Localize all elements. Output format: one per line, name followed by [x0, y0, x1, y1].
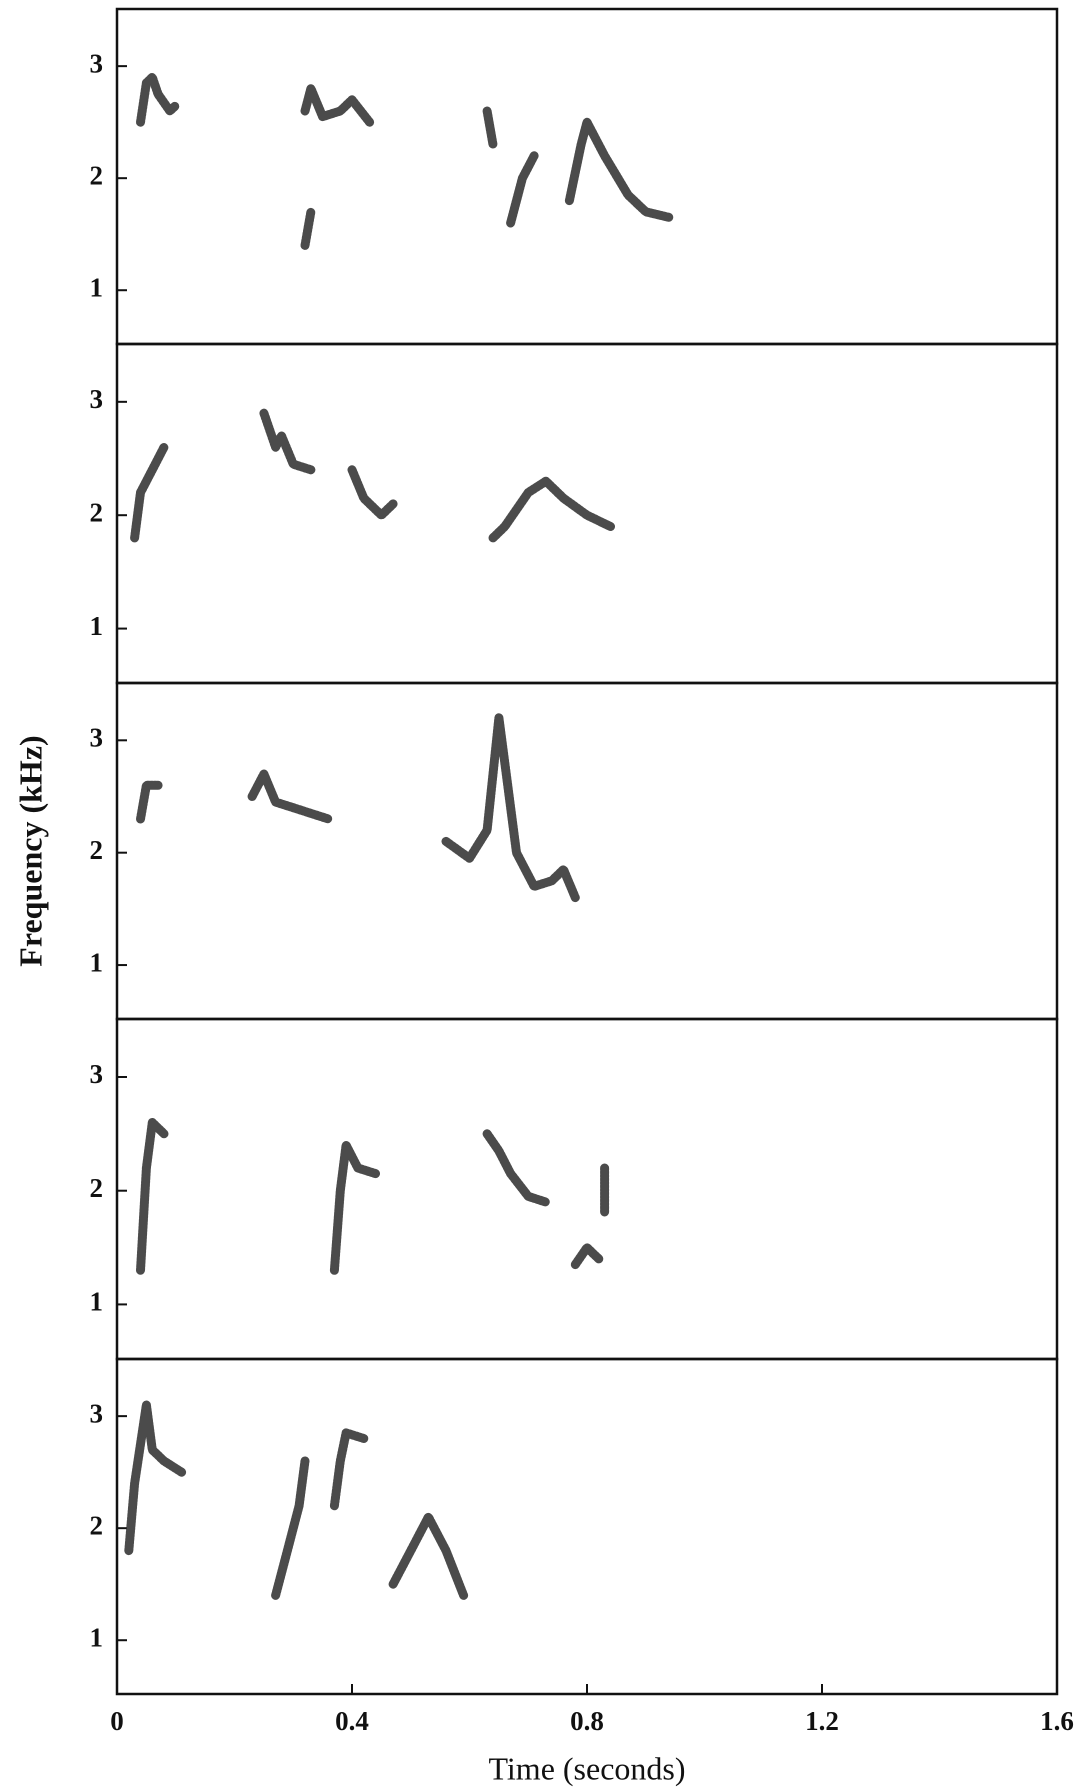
spectrogram-trace — [347, 465, 398, 520]
spectrogram-trace — [247, 769, 333, 824]
spectrogram-trace — [329, 1140, 380, 1275]
spectrogram-trace — [130, 442, 169, 543]
spectrogram-trace — [441, 713, 580, 903]
spectrogram-trace — [136, 72, 181, 127]
x-tick-label: 0.8 — [570, 1706, 604, 1736]
spectrogram-trace — [300, 84, 375, 127]
y-tick-label: 2 — [90, 835, 104, 865]
x-tick-label: 0.4 — [335, 1706, 369, 1736]
spectrogram-trace — [482, 106, 498, 150]
x-tick-label: 0 — [110, 1706, 124, 1736]
spectrogram-trace — [570, 1243, 604, 1270]
panel-frame — [115, 7, 1059, 346]
spectrogram-trace — [388, 1512, 469, 1600]
spectrogram-trace — [136, 1118, 169, 1275]
x-tick-label: 1.6 — [1040, 1706, 1074, 1736]
y-tick-label: 2 — [90, 1510, 104, 1540]
spectrogram-trace — [564, 117, 674, 222]
spectrogram-trace — [329, 1428, 369, 1511]
spectrogram-trace — [271, 1456, 310, 1600]
y-tick-label: 3 — [90, 48, 104, 78]
x-axis-label: Time (seconds) — [488, 1750, 685, 1786]
y-tick-label: 2 — [90, 160, 104, 190]
spectrogram-trace — [259, 408, 316, 475]
y-tick-label: 3 — [90, 1398, 104, 1428]
spectrogram-trace — [488, 476, 615, 543]
spectrogram-trace — [300, 207, 316, 250]
y-tick-label: 1 — [90, 947, 104, 977]
y-tick-label: 1 — [90, 272, 104, 302]
x-tick-label: 1.2 — [805, 1706, 839, 1736]
panel-frame — [115, 1017, 1059, 1361]
y-tick-label: 3 — [90, 384, 104, 414]
spectrogram-trace — [136, 780, 163, 824]
panel-frame — [115, 681, 1059, 1021]
y-tick-label: 1 — [90, 1622, 104, 1652]
y-tick-label: 2 — [90, 1173, 104, 1203]
spectrogram-trace — [482, 1129, 551, 1207]
spectrogram-trace — [124, 1400, 187, 1556]
spectrogram-trace — [506, 151, 539, 228]
y-tick-label: 3 — [90, 723, 104, 753]
y-tick-label: 2 — [90, 497, 104, 527]
y-tick-label: 1 — [90, 1287, 104, 1317]
y-tick-label: 1 — [90, 611, 104, 641]
panel-frame — [115, 1357, 1059, 1696]
y-axis-label: Frequency (kHz) — [12, 735, 48, 966]
y-tick-label: 3 — [90, 1059, 104, 1089]
